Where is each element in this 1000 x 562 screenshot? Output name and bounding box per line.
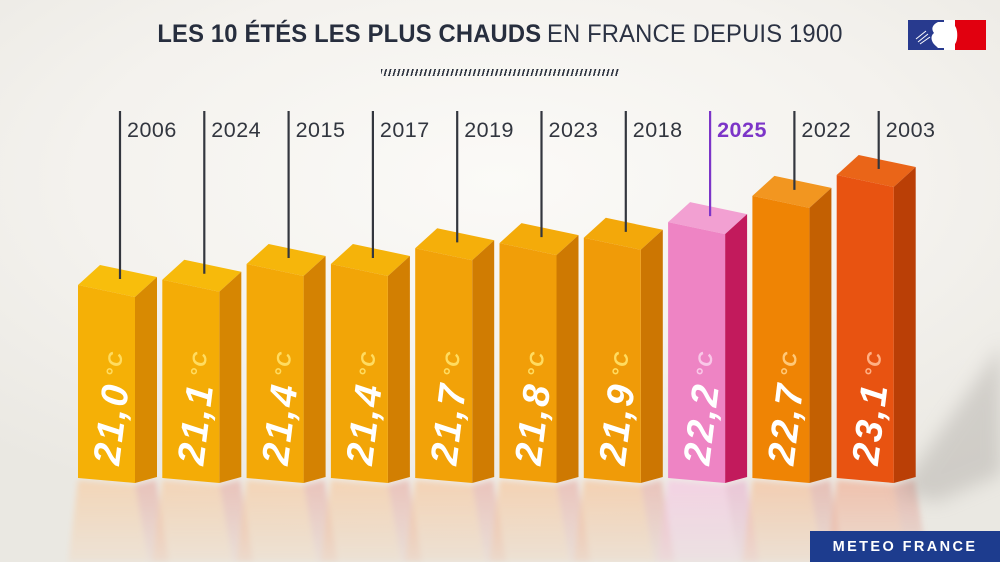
year-label-2018: 2018 <box>633 118 683 142</box>
bar-side-face <box>725 214 748 483</box>
bar-top-face <box>162 259 242 292</box>
hatched-divider <box>381 69 619 76</box>
reflection-2006 <box>68 480 148 562</box>
bar-side-face <box>893 167 916 483</box>
bar-2006: 21,0°C <box>78 265 157 483</box>
meteo-france-badge: METEO FRANCE <box>810 531 1000 562</box>
value-label-2025: 22,2°C <box>676 348 732 468</box>
bar-front-face <box>499 243 557 483</box>
bar-top-face <box>246 244 326 276</box>
bar-2015: 21,4°C <box>246 244 326 483</box>
bar-2017: 21,4°C <box>330 244 410 483</box>
bar-side-face <box>387 256 410 483</box>
reflection-2018 <box>573 480 654 562</box>
year-label-2017: 2017 <box>380 118 430 142</box>
bar-2018: 21,9°C <box>583 217 663 483</box>
bar-side-face <box>556 235 579 483</box>
bar-top-face <box>752 175 832 208</box>
french-government-logo-icon <box>908 20 986 50</box>
bar-top-face <box>668 202 748 235</box>
bar-2003: 23,1°C <box>836 155 916 483</box>
reflection-2019 <box>405 480 486 562</box>
reflection-2025 <box>658 480 739 562</box>
bar-2019: 21,7°C <box>415 228 495 483</box>
bar-front-face <box>78 285 135 483</box>
bar-2025: 22,2°C <box>668 202 748 483</box>
bar-top-face <box>836 155 916 187</box>
bar-front-face <box>415 248 473 483</box>
year-label-2006: 2006 <box>127 118 177 142</box>
bar-2024: 21,1°C <box>162 259 242 483</box>
bar-top-face <box>78 265 157 297</box>
cast-shadow <box>898 346 1000 502</box>
value-label-2019: 21,7°C <box>423 348 479 468</box>
bar-top-face <box>499 223 579 256</box>
reflection-2017 <box>320 480 401 562</box>
value-label-2024: 21,1°C <box>170 348 226 468</box>
bar-front-face <box>583 237 641 483</box>
bar-side-face <box>809 187 832 483</box>
title-bold-part: LES 10 ÉTÉS LES PLUS CHAUDS <box>157 20 542 48</box>
value-label-2022: 22,7°C <box>761 348 817 468</box>
bar-front-face <box>836 175 894 483</box>
reflection-2024 <box>152 480 233 562</box>
bar-side-face <box>472 240 495 483</box>
year-label-2003: 2003 <box>886 118 936 142</box>
reflection-2022 <box>742 480 823 562</box>
bar-front-face <box>668 222 726 483</box>
bar-front-face <box>162 279 220 483</box>
floor-reflections <box>68 480 928 562</box>
bar-2022: 22,7°C <box>752 175 832 483</box>
bar-front-face <box>330 264 388 483</box>
bar-side-face <box>219 271 242 483</box>
bar-top-face <box>583 217 663 250</box>
bar-front-face <box>246 264 304 483</box>
bar-2023: 21,8°C <box>499 223 579 483</box>
value-label-2018: 21,9°C <box>592 348 648 468</box>
bar-side-face <box>640 229 663 483</box>
page-title: LES 10 ÉTÉS LES PLUS CHAUDS EN FRANCE DEP… <box>25 20 975 49</box>
year-label-2025: 2025 <box>717 118 767 142</box>
value-label-2023: 21,8°C <box>508 348 564 468</box>
year-label-2022: 2022 <box>801 118 851 142</box>
bar-top-face <box>330 244 410 276</box>
value-label-2006: 21,0°C <box>86 348 142 468</box>
bar-side-face <box>303 256 326 483</box>
year-label-2015: 2015 <box>296 118 346 142</box>
bar-side-face <box>135 277 157 483</box>
reflection-2015 <box>236 480 317 562</box>
bar-front-face <box>752 195 810 483</box>
value-label-2015: 21,4°C <box>255 348 311 468</box>
bar-top-face <box>415 228 495 261</box>
header: LES 10 ÉTÉS LES PLUS CHAUDS EN FRANCE DEP… <box>0 0 1000 49</box>
value-label-2017: 21,4°C <box>339 348 395 468</box>
year-label-2023: 2023 <box>549 118 599 142</box>
title-regular-part: EN FRANCE DEPUIS 1900 <box>546 20 843 48</box>
value-label-2003: 23,1°C <box>845 348 901 468</box>
year-label-2024: 2024 <box>211 118 261 142</box>
year-label-2019: 2019 <box>464 118 514 142</box>
reflection-2023 <box>489 480 570 562</box>
